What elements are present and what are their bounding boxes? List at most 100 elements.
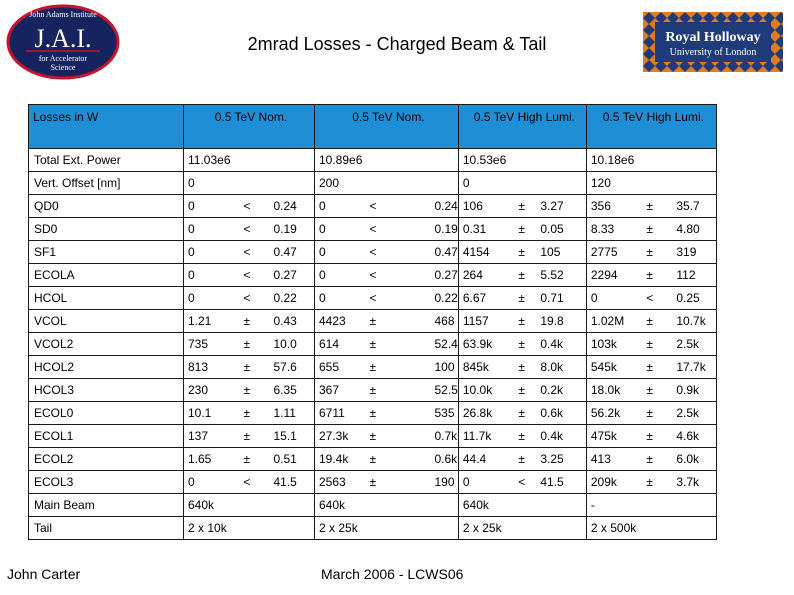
table-cell: 614 [314,332,366,356]
table-cell-operator: ± [365,355,431,379]
header-col-4: 0.5 TeV High Lumi. [585,104,717,149]
table-cell: 0 [183,194,240,218]
table-cell-operator: < [239,470,270,494]
table-cell-operator: ± [642,240,673,264]
table-cell: 63.9k [457,332,515,356]
table-cell: 0 [183,217,240,241]
table-cell: 56.2k [585,401,643,425]
table-row: HCOL2 813 ±57.6 655 ±100 845k ±8.0k 545k ±17.7k [28,355,717,379]
table-cell: 52.5 [430,378,459,402]
table-cell: 535 [430,401,459,425]
footer-author: John Carter [7,566,81,582]
table-cell: 44.4 [457,447,515,471]
table-cell: 103k [585,332,643,356]
table-cell: 0.7k [430,424,459,448]
jai-logo: John Adams Institute J.A.I. for Accelera… [6,4,120,80]
table-row: QD0 0 <0.24 0 <0.24 106 ±3.27 356 ±35.7 [28,194,717,218]
table-cell: 0.19 [430,217,459,241]
table-cell: 0.2k [536,378,587,402]
table-cell-operator: ± [514,240,537,264]
table-cell: 0.24 [430,194,459,218]
table-cell: 120 [585,171,717,195]
row-label: HCOL3 [28,378,184,402]
table-cell: 0 [314,286,366,310]
table-row: SF1 0 <0.47 0 <0.47 4154 ±105 2775 ±319 [28,240,717,264]
table-row: VCOL2 735 ±10.0 614 ±52.4 63.9k ±0.4k 103k ±2.5k [28,332,717,356]
table-cell: 209k [585,470,643,494]
table-cell: 52.4 [430,332,459,356]
table-cell-operator: ± [365,378,431,402]
row-label: ECOL1 [28,424,184,448]
table-cell: 41.5 [269,470,315,494]
table-cell-operator: ± [365,424,431,448]
table-cell: 0 [183,171,315,195]
table-cell: 19.4k [314,447,366,471]
page-title: 2mrad Losses - Charged Beam & Tail [247,34,547,54]
table-cell: 475k [585,424,643,448]
table-row: HCOL3 230 ±6.35 367 ±52.5 10.0k ±0.2k 18.0k ±0.9… [28,378,717,402]
row-label: SD0 [28,217,184,241]
rhul-logo-line2: University of London [670,47,757,58]
table-cell: 10.7k [672,309,717,333]
table-cell-operator: ± [642,424,673,448]
table-cell-operator: ± [514,447,537,471]
table-cell: 413 [585,447,643,471]
table-cell: 10.53e6 [457,148,587,172]
table-cell: 3.25 [536,447,587,471]
table-cell: 106 [457,194,515,218]
header-col-2: 0.5 TeV Nom. [314,104,459,149]
table-cell-operator: ± [642,263,673,287]
table-cell-operator: ± [239,309,270,333]
table-cell: 15.1 [269,424,315,448]
table-row: Main Beam 640k 640k 640k - [28,493,717,517]
table-cell: 0.05 [536,217,587,241]
table-cell: 640k [183,493,315,517]
jai-logo-line3: Science [51,63,76,72]
table-row: VCOL 1.21 ±0.43 4423 ±468 1157 ±19.8 1.02M ±10.7… [28,309,717,333]
table-cell: 0 [183,263,240,287]
table-cell: 0.22 [269,286,315,310]
table-cell-operator: < [239,263,270,287]
table-cell: 0 [314,263,366,287]
table-cell: 2 x 25k [314,516,459,540]
table-row: SD0 0 <0.19 0 <0.19 0.31 ±0.05 8.33 ±4.80 [28,217,717,241]
table-cell: 57.6 [269,355,315,379]
row-label: Main Beam [28,493,184,517]
table-cell: 4.80 [672,217,717,241]
table-cell: 2 x 25k [457,516,587,540]
row-label: Tail [28,516,184,540]
table-cell: 17.7k [672,355,717,379]
table-cell: 0.51 [269,447,315,471]
table-cell: 735 [183,332,240,356]
table-cell: 0.71 [536,286,587,310]
table-cell-operator: < [642,286,673,310]
table-cell: 0 [457,470,515,494]
table-cell: 41.5 [536,470,587,494]
row-label: ECOL3 [28,470,184,494]
table-cell: 640k [457,493,587,517]
table-cell: 11.7k [457,424,515,448]
jai-logo-line2: for Accelerator [39,54,88,63]
table-cell-operator: ± [642,332,673,356]
table-cell-operator: ± [239,332,270,356]
table-cell: 10.1 [183,401,240,425]
table-cell-operator: < [365,263,431,287]
table-cell: 0.4k [536,332,587,356]
table-row: HCOL 0 <0.22 0 <0.22 6.67 ±0.71 0 <0.25 [28,286,717,310]
table-cell: 6.0k [672,447,717,471]
table-cell: 2563 [314,470,366,494]
table-cell: 0 [183,470,240,494]
table-row: ECOLA 0 <0.27 0 <0.27 264 ±5.52 2294 ±112 [28,263,717,287]
table-cell-operator: ± [239,424,270,448]
table-cell: 1157 [457,309,515,333]
table-cell: 8.33 [585,217,643,241]
row-label: ECOL2 [28,447,184,471]
table-cell: 18.0k [585,378,643,402]
header-label: Losses in W [28,104,184,149]
table-cell-operator: ± [514,332,537,356]
table-cell: 0 [585,286,643,310]
table-cell-operator: < [239,286,270,310]
table-cell-operator: ± [642,355,673,379]
table-cell: 1.02M [585,309,643,333]
table-cell: 1.65 [183,447,240,471]
